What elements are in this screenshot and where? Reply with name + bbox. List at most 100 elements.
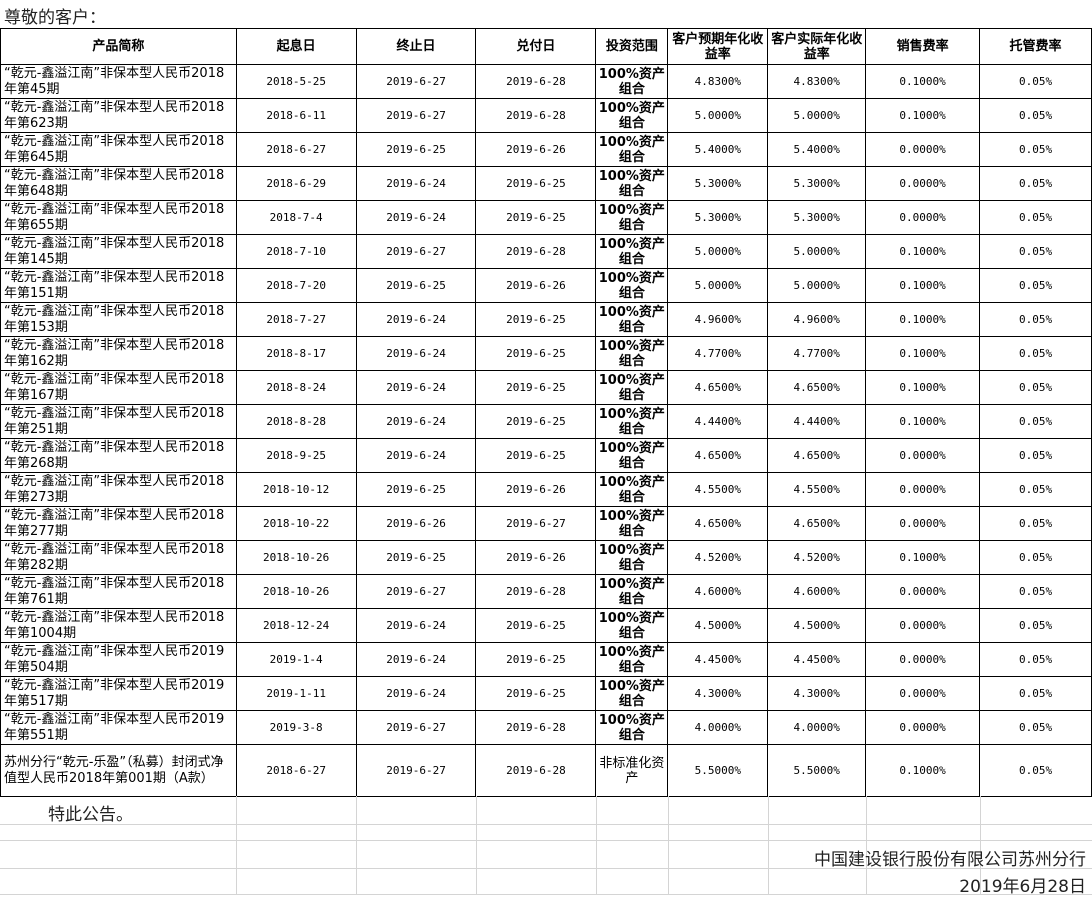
cell-end-date: 2019-6-24 [355, 370, 477, 405]
cell-payment-date: 2019-6-28 [475, 98, 597, 133]
cell-expected-yield: 4.5200% [667, 540, 769, 575]
cell-sales-fee: 0.1000% [865, 744, 981, 797]
cell-product-name: “乾元-鑫溢江南”非保本型人民币2018年第167期 [0, 370, 237, 405]
cell-expected-yield: 4.4400% [667, 404, 769, 439]
header-value-date: 起息日 [235, 28, 357, 65]
cell-expected-yield: 4.3000% [667, 676, 769, 711]
table-row: “乾元-鑫溢江南”非保本型人民币2018年第251期 2018-8-28 2019-… [0, 404, 1092, 439]
cell-product-name: “乾元-鑫溢江南”非保本型人民币2018年第162期 [0, 336, 237, 371]
table-row: “乾元-鑫溢江南”非保本型人民币2018年第645期 2018-6-27 2019-… [0, 132, 1092, 167]
cell-sales-fee: 0.1000% [865, 64, 981, 99]
cell-investment-scope: 100%资产组合 [595, 166, 669, 201]
cell-sales-fee: 0.0000% [865, 642, 981, 677]
cell-product-name: “乾元-鑫溢江南”非保本型人民币2019年第551期 [0, 710, 237, 745]
table-row: “乾元-鑫溢江南”非保本型人民币2018年第761期 2018-10-26 2019… [0, 574, 1092, 609]
cell-end-date: 2019-6-24 [355, 404, 477, 439]
cell-custody-fee: 0.05% [979, 472, 1092, 507]
cell-payment-date: 2019-6-27 [475, 506, 597, 541]
cell-actual-yield: 4.6000% [767, 574, 867, 609]
cell-investment-scope: 100%资产组合 [595, 506, 669, 541]
cell-investment-scope: 非标准化资产 [595, 744, 669, 797]
announcement-date: 2019年6月28日 [959, 877, 1086, 897]
cell-custody-fee: 0.05% [979, 574, 1092, 609]
cell-end-date: 2019-6-24 [355, 336, 477, 371]
cell-expected-yield: 4.5500% [667, 472, 769, 507]
cell-end-date: 2019-6-24 [355, 642, 477, 677]
cell-custody-fee: 0.05% [979, 166, 1092, 201]
cell-actual-yield: 5.3000% [767, 200, 867, 235]
cell-value-date: 2018-6-11 [235, 98, 357, 133]
cell-expected-yield: 5.0000% [667, 98, 769, 133]
header-payment-date: 兑付日 [475, 28, 597, 65]
cell-payment-date: 2019-6-25 [475, 302, 597, 337]
cell-investment-scope: 100%资产组合 [595, 370, 669, 405]
cell-payment-date: 2019-6-25 [475, 676, 597, 711]
cell-expected-yield: 5.4000% [667, 132, 769, 167]
cell-expected-yield: 4.6500% [667, 506, 769, 541]
cell-value-date: 2018-8-24 [235, 370, 357, 405]
cell-expected-yield: 4.9600% [667, 302, 769, 337]
cell-product-name: “乾元-鑫溢江南”非保本型人民币2018年第648期 [0, 166, 237, 201]
cell-product-name: “乾元-鑫溢江南”非保本型人民币2018年第45期 [0, 64, 237, 99]
cell-value-date: 2018-10-26 [235, 574, 357, 609]
cell-investment-scope: 100%资产组合 [595, 200, 669, 235]
cell-actual-yield: 5.0000% [767, 268, 867, 303]
grid-line [980, 796, 981, 895]
cell-product-name: “乾元-鑫溢江南”非保本型人民币2018年第251期 [0, 404, 237, 439]
table-row: “乾元-鑫溢江南”非保本型人民币2018年第145期 2018-7-10 2019-… [0, 234, 1092, 269]
cell-actual-yield: 4.0000% [767, 710, 867, 745]
cell-sales-fee: 0.0000% [865, 676, 981, 711]
grid-line [356, 796, 357, 895]
cell-investment-scope: 100%资产组合 [595, 234, 669, 269]
cell-actual-yield: 4.4500% [767, 642, 867, 677]
cell-end-date: 2019-6-25 [355, 268, 477, 303]
cell-payment-date: 2019-6-26 [475, 132, 597, 167]
cell-end-date: 2019-6-24 [355, 302, 477, 337]
cell-end-date: 2019-6-25 [355, 540, 477, 575]
table-row: “乾元-鑫溢江南”非保本型人民币2018年第648期 2018-6-29 2019-… [0, 166, 1092, 201]
grid-line [0, 840, 1092, 841]
cell-payment-date: 2019-6-25 [475, 608, 597, 643]
header-product-name: 产品简称 [0, 28, 237, 65]
cell-product-name: “乾元-鑫溢江南”非保本型人民币2018年第761期 [0, 574, 237, 609]
cell-investment-scope: 100%资产组合 [595, 132, 669, 167]
grid-line [476, 796, 477, 895]
cell-end-date: 2019-6-27 [355, 574, 477, 609]
cell-custody-fee: 0.05% [979, 234, 1092, 269]
cell-product-name: “乾元-鑫溢江南”非保本型人民币2018年第151期 [0, 268, 237, 303]
cell-value-date: 2018-10-26 [235, 540, 357, 575]
cell-end-date: 2019-6-26 [355, 506, 477, 541]
cell-payment-date: 2019-6-25 [475, 166, 597, 201]
cell-value-date: 2018-6-27 [235, 132, 357, 167]
cell-custody-fee: 0.05% [979, 676, 1092, 711]
table-row: “乾元-鑫溢江南”非保本型人民币2018年第273期 2018-10-12 2019… [0, 472, 1092, 507]
cell-end-date: 2019-6-25 [355, 132, 477, 167]
cell-sales-fee: 0.1000% [865, 404, 981, 439]
cell-custody-fee: 0.05% [979, 370, 1092, 405]
cell-actual-yield: 4.9600% [767, 302, 867, 337]
header-end-date: 终止日 [355, 28, 477, 65]
cell-actual-yield: 4.5000% [767, 608, 867, 643]
cell-product-name: “乾元-鑫溢江南”非保本型人民币2018年第145期 [0, 234, 237, 269]
cell-actual-yield: 5.4000% [767, 132, 867, 167]
cell-product-name: 苏州分行“乾元-乐盈”（私募）封闭式净值型人民币2018年第001期（A款） [0, 744, 237, 797]
cell-payment-date: 2019-6-25 [475, 200, 597, 235]
cell-custody-fee: 0.05% [979, 506, 1092, 541]
grid-line [0, 868, 1092, 869]
cell-payment-date: 2019-6-26 [475, 472, 597, 507]
cell-sales-fee: 0.0000% [865, 438, 981, 473]
header-expected-yield: 客户预期年化收益率 [667, 28, 769, 65]
cell-end-date: 2019-6-27 [355, 234, 477, 269]
cell-value-date: 2018-9-25 [235, 438, 357, 473]
cell-value-date: 2018-8-17 [235, 336, 357, 371]
cell-sales-fee: 0.0000% [865, 608, 981, 643]
cell-sales-fee: 0.1000% [865, 336, 981, 371]
cell-payment-date: 2019-6-28 [475, 744, 597, 797]
cell-sales-fee: 0.0000% [865, 506, 981, 541]
table-row: “乾元-鑫溢江南”非保本型人民币2018年第153期 2018-7-27 2019-… [0, 302, 1092, 337]
cell-payment-date: 2019-6-26 [475, 268, 597, 303]
cell-expected-yield: 5.5000% [667, 744, 769, 797]
cell-product-name: “乾元-鑫溢江南”非保本型人民币2018年第655期 [0, 200, 237, 235]
cell-value-date: 2018-10-22 [235, 506, 357, 541]
cell-value-date: 2019-3-8 [235, 710, 357, 745]
